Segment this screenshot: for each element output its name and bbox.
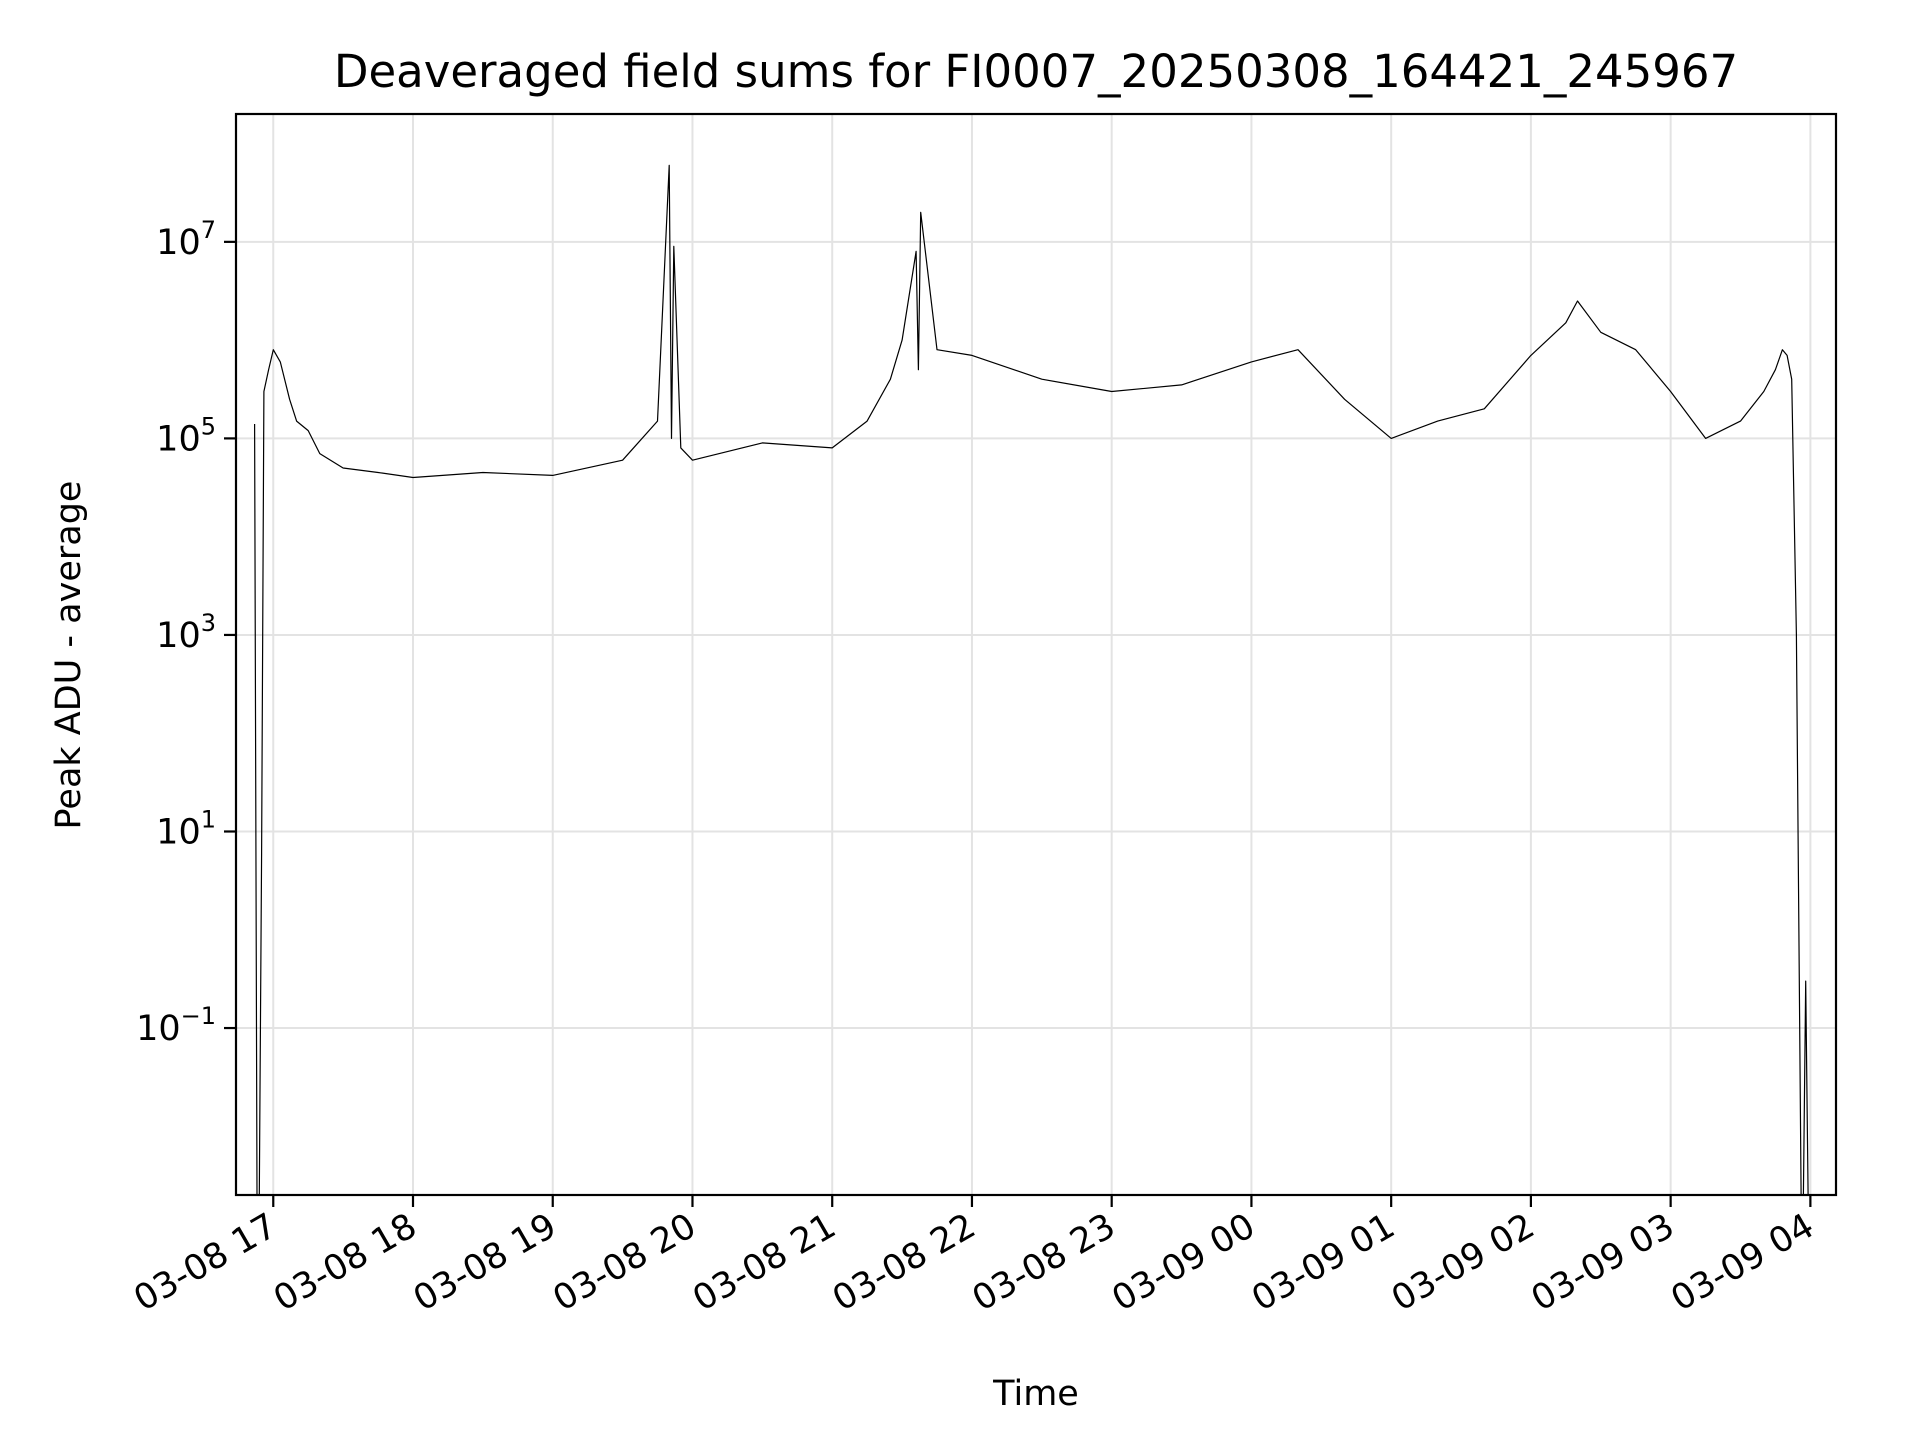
y-tick-base: 10	[156, 812, 201, 852]
y-axis-label: Peak ADU - average	[49, 481, 89, 830]
plot-frame	[234, 112, 1838, 1197]
y-tick-exponent: 3	[201, 609, 216, 637]
y-tick-exponent: 5	[201, 412, 216, 440]
y-tick-label: 107	[156, 216, 216, 263]
y-tick-label: 101	[156, 805, 216, 852]
x-axis-label: Time	[992, 1374, 1079, 1414]
y-tick-label: 10−1	[136, 1002, 216, 1049]
series-line	[254, 164, 1809, 1196]
y-tick-base: 10	[156, 419, 201, 459]
y-tick-label: 103	[156, 609, 216, 656]
y-tick-base: 10	[136, 1009, 181, 1049]
y-tick-exponent: −1	[181, 1002, 216, 1030]
y-tick-exponent: 1	[201, 805, 216, 833]
y-tick-base: 10	[156, 616, 201, 656]
y-tick-label: 105	[156, 412, 216, 459]
series-layer	[254, 164, 1809, 1196]
y-tick-exponent: 7	[201, 216, 216, 244]
chart-title: Deaveraged field sums for FI0007_2025030…	[334, 45, 1738, 98]
y-tick-base: 10	[156, 223, 201, 263]
grid	[236, 114, 1836, 1195]
